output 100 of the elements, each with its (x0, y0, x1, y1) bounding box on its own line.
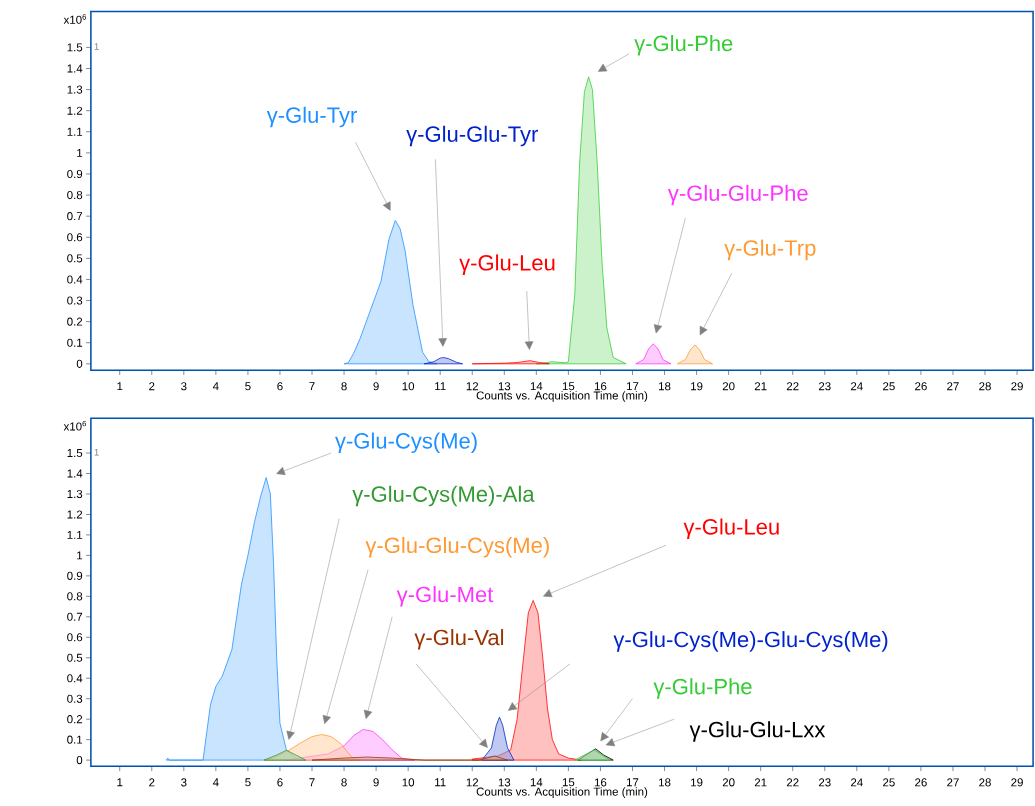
x-tick-label: 3 (181, 382, 187, 391)
x-tick-label: 21 (754, 382, 767, 391)
x-tick-label: 2 (149, 778, 155, 787)
x-tick-label: 27 (947, 382, 959, 391)
x-tick-label: 4 (212, 382, 219, 391)
x-tick-label: 12 (466, 382, 479, 391)
x-axis-title: Counts vs. Acquisition Time (min) (476, 787, 648, 799)
text: γ-Glu-Leu (459, 254, 555, 276)
y-tick-label: 0.2 (67, 317, 83, 326)
x-tick-label: 16 (594, 778, 607, 787)
x-tick-label: 9 (373, 382, 379, 391)
y-tick-label: 0.8 (67, 191, 83, 200)
y-tick-label: 0 (76, 359, 83, 369)
x-tick-label: 28 (979, 382, 991, 391)
text: γ-Glu-Tyr (266, 106, 357, 128)
x-tick-label: 23 (818, 382, 831, 391)
y-tick-label: 0.7 (67, 612, 83, 622)
x-tick-label: 26 (915, 382, 927, 391)
y-tick-label: 1 (77, 149, 83, 157)
y-axis-title: x10$^{6}$ (63, 421, 87, 431)
y-tick-label: 0.5 (67, 653, 83, 662)
x-tick-label: 8 (341, 778, 347, 787)
y-tick-label: 0 (76, 756, 83, 765)
x-tick-label: 18 (659, 382, 671, 391)
text: γ-Glu-Cys(Me)-Ala (352, 485, 535, 507)
x-tick-label: 21 (754, 778, 767, 787)
x-tick-label: 9 (373, 778, 379, 787)
x-tick-label: 10 (402, 778, 415, 787)
y-tick-label: 0.3 (67, 296, 83, 305)
y-tick-label: 0.5 (67, 254, 83, 263)
x-tick-label: 23 (818, 778, 831, 787)
text: γ-Glu-Glu-Lxx (689, 721, 826, 742)
y-tick-label: 1.2 (67, 106, 83, 115)
x-tick-label: 24 (851, 778, 863, 787)
y-tick-label: 0.9 (67, 170, 83, 179)
y-tick-label: 1.3 (67, 85, 83, 94)
y-tick-label: 0.1 (67, 338, 83, 347)
x-tick-label: 1 (117, 382, 123, 391)
x-tick-label: 18 (659, 778, 671, 787)
text: γ-Glu-Phe (653, 678, 752, 699)
x-tick-label: 10 (402, 382, 415, 391)
x-tick-label: 11 (435, 778, 446, 787)
x-tick-label: 22 (786, 778, 799, 787)
x-tick-label: 8 (341, 382, 347, 391)
x-tick-label: 15 (562, 778, 575, 787)
text: γ-Glu-Leu (683, 518, 779, 540)
x-tick-label: 3 (181, 778, 187, 787)
x-tick-label: 29 (1011, 382, 1023, 391)
y-tick-label: 1.5 (67, 43, 83, 52)
y-tick-label: 1.4 (67, 64, 83, 73)
y-tick-label: 1.1 (67, 127, 83, 136)
x-tick-label: 5 (245, 382, 251, 391)
y-tick-label: 0.1 (67, 735, 83, 744)
x-tick-label: 14 (530, 382, 543, 391)
x-tick-label: 6 (277, 382, 283, 391)
x-axis-title: Counts vs. Acquisition Time (min) (476, 391, 648, 403)
x-tick-label: 4 (212, 778, 219, 787)
text: γ-Glu-Glu-Tyr (406, 125, 538, 147)
x-tick-label: 19 (691, 382, 703, 391)
x-tick-label: 2 (149, 382, 155, 391)
text: γ-Glu-Phe (634, 35, 733, 56)
y-tick-label: 1.5 (67, 449, 83, 458)
x-tick-label: 26 (915, 778, 927, 787)
text: γ-Glu-Cys(Me)-Glu-Cys(Me) (613, 631, 888, 652)
x-tick-label: 7 (309, 778, 315, 787)
y-tick-label: 1.2 (67, 510, 83, 519)
x-tick-label: 17 (626, 778, 639, 787)
x-tick-label: 20 (722, 382, 735, 391)
text: γ-Glu-Glu-Phe (667, 184, 808, 206)
y-tick-label: 0.6 (67, 633, 83, 642)
x-tick-label: 1 (117, 778, 123, 787)
x-tick-label: 12 (466, 778, 479, 787)
y-tick-label: 1.1 (67, 531, 83, 540)
x-tick-label: 17 (626, 382, 639, 391)
y-tick-label: 0.3 (67, 694, 83, 703)
x-tick-label: 15 (562, 382, 575, 391)
y-tick-label: 0.4 (67, 674, 83, 683)
text: γ-Glu-Cys(Me) (335, 432, 477, 454)
x-tick-label: 25 (883, 382, 895, 391)
x-tick-label: 22 (786, 382, 799, 391)
y-tick-label: 0.2 (67, 715, 83, 724)
x-tick-label: 20 (722, 778, 735, 787)
x-tick-label: 14 (530, 778, 543, 787)
x-tick-label: 7 (309, 382, 315, 391)
x-tick-label: 16 (594, 382, 607, 391)
x-tick-label: 13 (498, 382, 511, 391)
y-tick-label: 0.9 (67, 571, 83, 581)
x-tick-label: 13 (498, 778, 511, 787)
y-tick-label: 0.4 (67, 275, 83, 284)
text: γ-Glu-Trp (724, 239, 816, 261)
y-tick-label: 1 (77, 551, 83, 560)
x-tick-label: 25 (883, 778, 895, 787)
text: γ-Glu-Val (414, 629, 504, 650)
x-tick-label: 29 (1011, 778, 1023, 787)
y-tick-label: 1.4 (67, 469, 83, 478)
text: γ-Glu-Met (396, 586, 494, 607)
x-tick-label: 19 (691, 778, 703, 787)
x-tick-label: 5 (245, 778, 251, 787)
y-tick-label: 1.3 (67, 490, 83, 499)
x-tick-label: 27 (947, 778, 959, 787)
